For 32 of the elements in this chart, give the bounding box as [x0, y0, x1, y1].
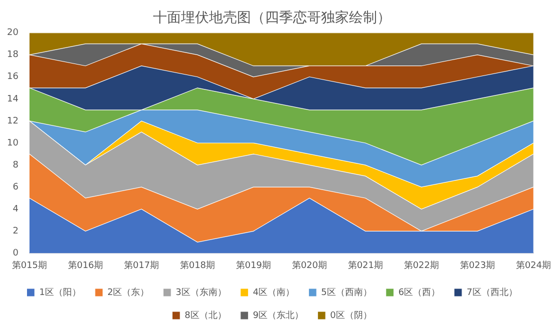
legend-label: 7区（西北）: [466, 286, 518, 298]
x-tick-label: 第020期: [292, 260, 328, 271]
y-tick-label: 8: [12, 160, 19, 170]
x-tick-label: 第018期: [180, 260, 216, 271]
x-tick-label: 第023期: [460, 260, 496, 271]
y-tick-label: 10: [7, 138, 19, 148]
legend-label: 8区（北）: [184, 310, 226, 321]
y-tick-label: 18: [7, 50, 19, 60]
y-tick-label: 6: [12, 182, 19, 192]
legend-label: 4区（南）: [252, 286, 295, 298]
x-tick-label: 第019期: [236, 260, 272, 271]
x-tick-label: 第015期: [12, 260, 48, 271]
legend-label: 5区（西南）: [321, 286, 372, 298]
y-tick-label: 16: [7, 72, 19, 82]
x-tick-label: 第024期: [516, 260, 552, 271]
chart-title: 十面埋伏地壳图（四季恋哥独家绘制）: [153, 10, 391, 26]
y-tick-label: 14: [7, 94, 19, 104]
x-tick-label: 第021期: [348, 260, 384, 271]
legend-label: 1区（阳）: [39, 286, 81, 298]
legend-label: 2区（东）: [107, 286, 150, 298]
y-tick-label: 12: [7, 116, 18, 126]
legend-label: 3区（东南）: [176, 286, 226, 298]
y-tick-label: 0: [12, 248, 19, 259]
x-tick-label: 第017期: [124, 260, 160, 271]
x-tick-label: 第022期: [404, 260, 440, 271]
y-tick-label: 2: [12, 226, 18, 237]
legend-label: 9区（东北）: [252, 310, 304, 321]
y-tick-label: 20: [7, 28, 19, 38]
legend-label: 0区（阴）: [330, 310, 372, 321]
legend-label: 6区（西）: [398, 286, 440, 298]
y-tick-label: 4: [12, 204, 19, 214]
x-tick-label: 第016期: [68, 260, 104, 271]
